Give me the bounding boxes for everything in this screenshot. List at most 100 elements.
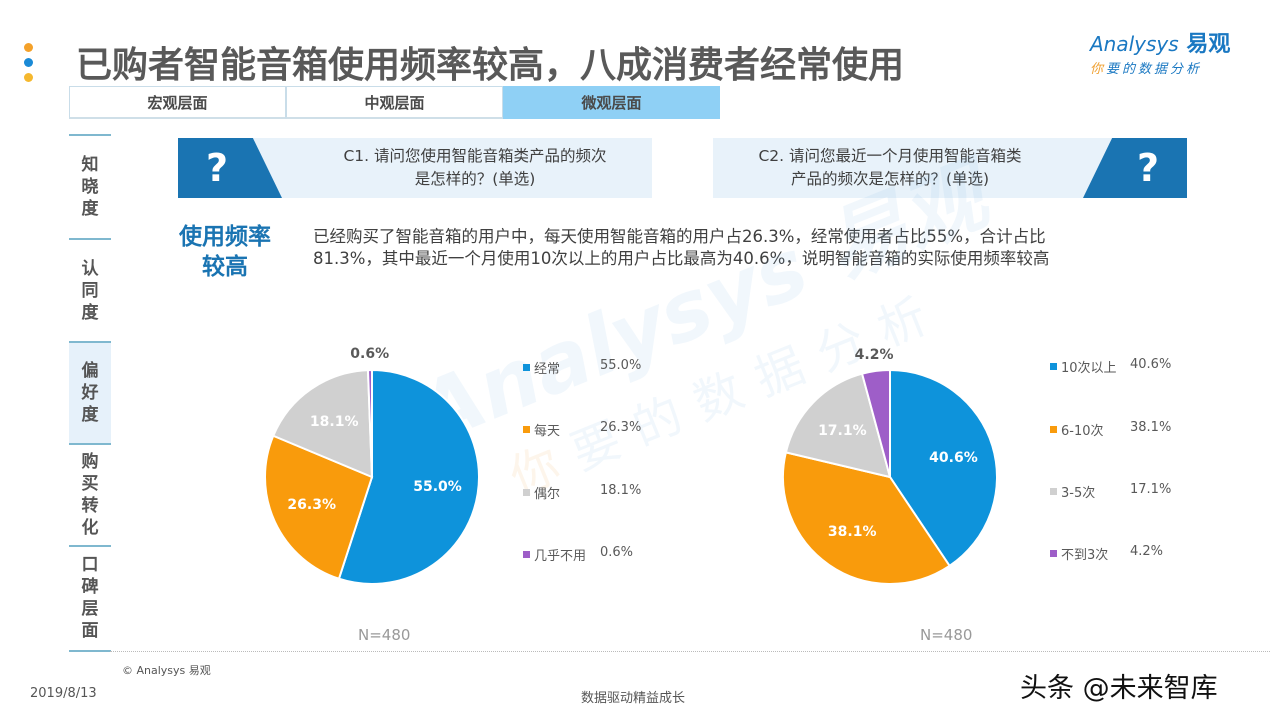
footer-divider <box>110 651 1270 652</box>
legend-label: 10次以上 <box>1061 361 1117 376</box>
legend-item: 几乎不用 <box>523 545 586 564</box>
legend-item: 6-10次 <box>1050 420 1104 439</box>
side-char: 偏 <box>81 361 99 381</box>
pie-slice <box>264 434 374 581</box>
side-char: 度 <box>81 405 99 425</box>
pie-slice <box>366 368 373 478</box>
legend-swatch-icon <box>1050 550 1057 557</box>
logo-brand-cn: 易观 <box>1186 32 1231 57</box>
question-c2-text: C2. 请问您最近一个月使用智能音箱类 产品的频次是怎样的？(单选) <box>723 145 1057 191</box>
legend-swatch-icon <box>523 489 530 496</box>
legend-label: 偶尔 <box>534 487 561 502</box>
legend-value: 55.0% <box>600 358 642 373</box>
side-nav: 知 晓 度 认 同 度 偏 好 度 购 买 转 化 口 碑 层 面 <box>69 134 111 648</box>
side-char: 晓 <box>81 177 99 197</box>
legend-swatch-icon <box>1050 363 1057 370</box>
dot-orange <box>24 43 33 52</box>
logo-brand-en: Analysys <box>1090 32 1179 56</box>
legend-value: 26.3% <box>600 420 642 435</box>
tab-meso-level[interactable]: 中观层面 <box>286 86 503 119</box>
pie-slice-label: 55.0% <box>413 479 462 496</box>
side-char: 知 <box>81 155 99 175</box>
pie-slice-label: 18.1% <box>309 414 359 431</box>
pie-chart-monthly-frequency <box>782 368 998 585</box>
side-char: 同 <box>81 280 99 301</box>
question-c2: C2. 请问您最近一个月使用智能音箱类 产品的频次是怎样的？(单选) ? <box>713 138 1187 198</box>
side-char: 化 <box>81 518 99 538</box>
side-item-preference[interactable]: 偏 好 度 <box>69 341 111 443</box>
pie-slice <box>782 451 951 585</box>
sample-size: N=480 <box>920 626 973 644</box>
pie-slice-label: 26.3% <box>287 496 336 513</box>
question-line: 产品的频次是怎样的？(单选) <box>790 170 990 188</box>
footer-slogan: 数据驱动精益成长 <box>581 691 686 706</box>
legend-label: 不到3次 <box>1061 548 1109 563</box>
legend-swatch-icon <box>523 551 530 558</box>
summary-title-line: 较高 <box>202 254 248 280</box>
report-date: 2019/8/13 <box>30 686 97 701</box>
tab-macro-level[interactable]: 宏观层面 <box>69 86 286 119</box>
side-char: 层 <box>81 598 99 619</box>
pie-slice-label: 40.6% <box>929 449 978 466</box>
logo-tagline-first: 你 <box>1090 62 1107 77</box>
pie-slice-label: 4.2% <box>854 347 894 364</box>
legend-item: 3-5次 <box>1050 482 1095 501</box>
dot-yellow <box>24 73 33 82</box>
side-char: 买 <box>81 474 99 494</box>
legend-value: 40.6% <box>1130 357 1172 372</box>
legend-value: 18.1% <box>600 483 642 498</box>
legend-label: 3-5次 <box>1061 486 1096 501</box>
pie-chart-usage-frequency <box>264 368 480 585</box>
side-char: 度 <box>81 302 99 323</box>
side-item-purchase-conversion[interactable]: 购 买 转 化 <box>69 443 111 545</box>
summary-title-line: 使用频率 <box>179 224 271 250</box>
question-line: C2. 请问您最近一个月使用智能音箱类 <box>758 147 1022 165</box>
legend-item: 不到3次 <box>1050 544 1108 563</box>
copyright: © Analysys 易观 <box>122 664 211 677</box>
question-mark-icon: ? <box>178 138 282 198</box>
side-char: 碑 <box>81 576 99 597</box>
pie-slice-label: 38.1% <box>827 523 877 540</box>
question-line: C1. 请问您使用智能音箱类产品的频次 <box>343 147 607 165</box>
question-c1: ? C1. 请问您使用智能音箱类产品的频次 是怎样的？(单选) <box>178 138 652 198</box>
analysys-logo: Analysys 易观 你要的数据分析 <box>1090 26 1260 77</box>
side-item-recognition[interactable]: 认 同 度 <box>69 238 111 341</box>
legend-label: 6-10次 <box>1061 424 1104 439</box>
tab-micro-level[interactable]: 微观层面 <box>503 86 720 119</box>
source-watermark: 头条 @未来智库 <box>1020 673 1218 704</box>
title-decoration-dots <box>24 43 34 88</box>
legend-item: 10次以上 <box>1050 357 1117 376</box>
legend-value: 0.6% <box>600 545 634 560</box>
page-title: 已购者智能音箱使用频率较高，八成消费者经常使用 <box>76 45 905 86</box>
legend-swatch-icon <box>1050 426 1057 433</box>
summary-title: 使用频率 较高 <box>170 222 280 282</box>
summary-text: 已经购买了智能音箱的用户中，每天使用智能音箱的用户占26.3%，经常使用者占比5… <box>313 226 1153 270</box>
legend-item: 每天 <box>523 420 560 439</box>
side-char: 度 <box>81 199 99 219</box>
pie-slice <box>784 372 892 479</box>
side-char: 好 <box>81 383 99 403</box>
side-char: 认 <box>81 258 99 279</box>
pie-slice-label: 17.1% <box>818 422 867 439</box>
side-char: 口 <box>81 554 99 575</box>
side-nav-end-divider <box>69 650 111 652</box>
side-char: 转 <box>81 496 99 516</box>
legend-value: 4.2% <box>1130 544 1164 559</box>
side-item-awareness[interactable]: 知 晓 度 <box>69 134 111 238</box>
legend-item: 偶尔 <box>523 483 560 502</box>
sample-size: N=480 <box>358 626 411 644</box>
legend-value: 38.1% <box>1130 420 1172 435</box>
side-item-word-of-mouth[interactable]: 口 碑 层 面 <box>69 545 111 648</box>
legend-swatch-icon <box>1050 488 1057 495</box>
legend-swatch-icon <box>523 426 530 433</box>
logo-tagline-rest: 要的数据分析 <box>1106 62 1203 77</box>
question-line: 是怎样的？(单选) <box>414 170 536 188</box>
question-c1-text: C1. 请问您使用智能音箱类产品的频次 是怎样的？(单选) <box>308 145 642 191</box>
summary-text-line: 81.3%，其中最近一个月使用10次以上的用户占比最高为40.6%，说明智能音箱… <box>313 249 1050 268</box>
legend-label: 几乎不用 <box>534 549 587 564</box>
pie-slice <box>860 368 891 478</box>
legend-value: 17.1% <box>1130 482 1172 497</box>
pie-slice <box>889 368 998 568</box>
pie-slice <box>271 369 374 479</box>
dot-blue <box>24 58 33 67</box>
